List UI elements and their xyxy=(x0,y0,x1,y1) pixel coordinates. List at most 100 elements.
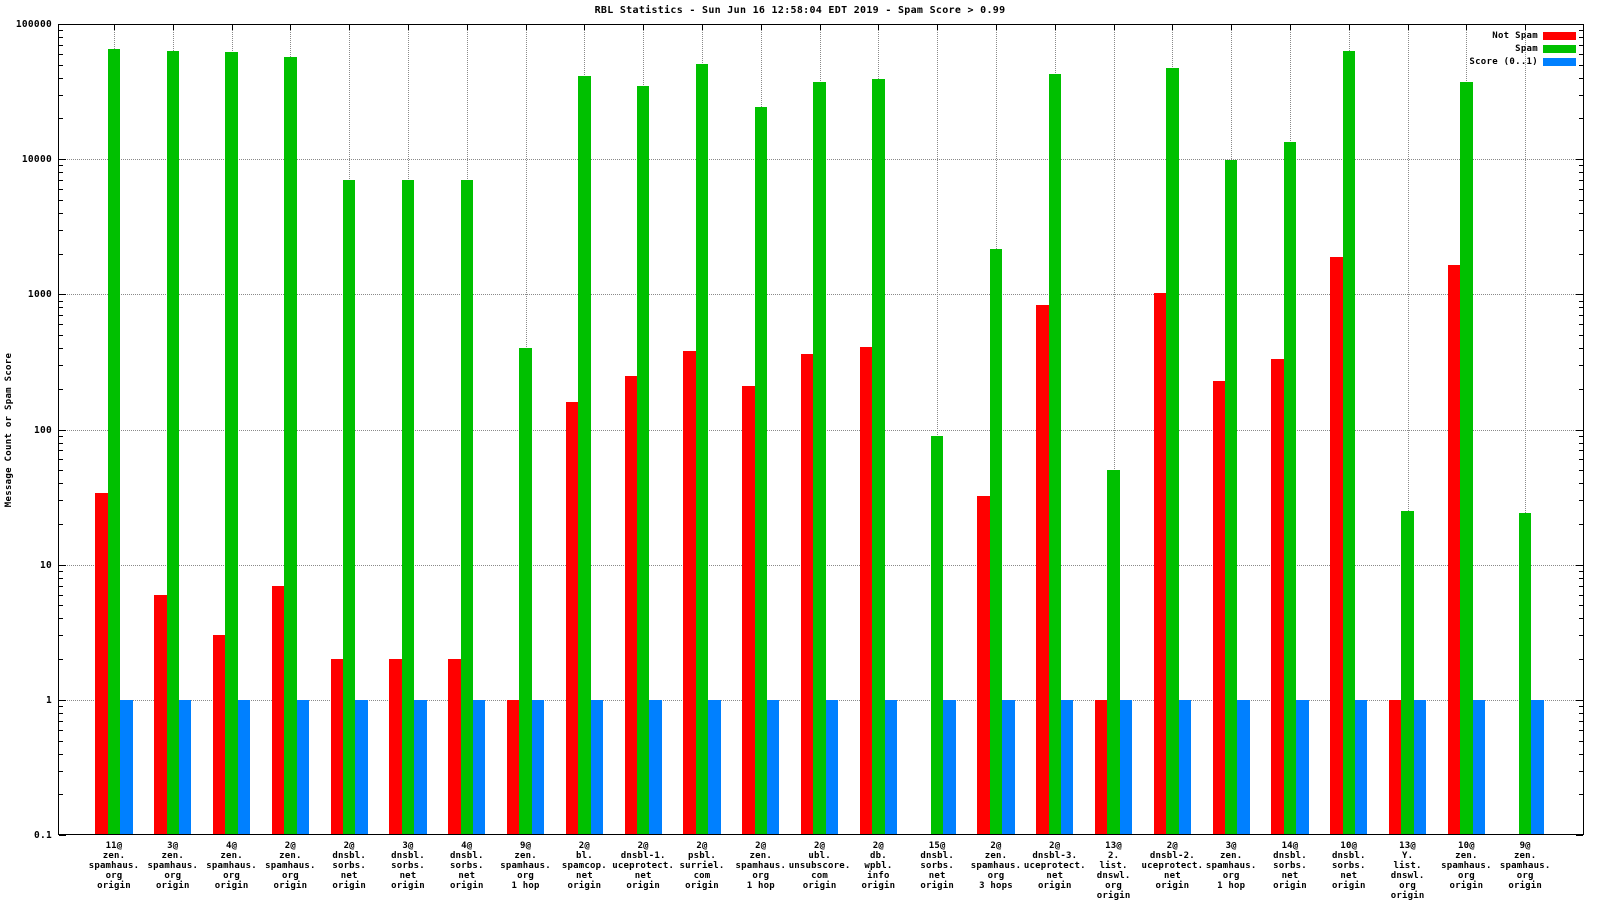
bar-score-0-1 xyxy=(649,699,662,835)
y-minor-tick-right xyxy=(1579,450,1583,452)
y-minor-tick-left xyxy=(59,53,63,55)
bar-spam xyxy=(637,85,650,835)
x-tick-top xyxy=(878,25,880,30)
x-category-label: 2@ zen. spamhaus. org 1 hop xyxy=(735,841,787,891)
y-tick-label: 1000 xyxy=(27,289,52,301)
y-minor-tick-left xyxy=(59,753,63,755)
y-minor-tick-right xyxy=(1579,635,1583,637)
bar-spam xyxy=(931,435,944,835)
bar-spam xyxy=(872,79,885,835)
bar-score-0-1 xyxy=(1061,699,1074,835)
bar-not-spam xyxy=(448,659,461,835)
bar-not-spam xyxy=(624,375,637,835)
y-major-tick-right xyxy=(1576,294,1583,296)
y-tick-label: 100 xyxy=(33,424,52,436)
bar-score-0-1 xyxy=(1002,699,1015,835)
y-minor-tick-left xyxy=(59,172,63,174)
y-minor-tick-right xyxy=(1579,500,1583,502)
y-minor-tick-left xyxy=(59,706,63,708)
y-minor-tick-left xyxy=(59,44,63,46)
y-minor-tick-right xyxy=(1579,189,1583,191)
y-minor-tick-left xyxy=(59,659,63,661)
y-minor-tick-left xyxy=(59,189,63,191)
y-minor-tick-left xyxy=(59,324,63,326)
bar-spam xyxy=(284,56,297,835)
y-minor-tick-right xyxy=(1579,172,1583,174)
x-tick-top xyxy=(1407,25,1409,30)
y-minor-tick-left xyxy=(59,94,63,96)
y-minor-tick-left xyxy=(59,435,63,437)
bar-score-0-1 xyxy=(825,699,839,835)
x-tick-top xyxy=(525,25,527,30)
bar-spam xyxy=(754,106,767,835)
bar-score-0-1 xyxy=(120,699,133,835)
y-minor-tick-right xyxy=(1579,37,1583,39)
y-minor-tick-left xyxy=(59,470,63,472)
y-minor-tick-right xyxy=(1579,180,1583,182)
y-minor-tick-left xyxy=(59,635,63,637)
bar-spam xyxy=(989,249,1003,835)
bar-spam xyxy=(1283,141,1297,835)
bar-spam xyxy=(1401,510,1414,835)
x-category-label: 4@ zen. spamhaus. org origin xyxy=(206,841,257,891)
bar-not-spam xyxy=(1389,699,1402,835)
y-minor-tick-right xyxy=(1579,706,1583,708)
bar-spam xyxy=(1460,82,1473,835)
bar-score-0-1 xyxy=(1413,699,1427,835)
y-minor-tick-right xyxy=(1579,324,1583,326)
y-minor-tick-right xyxy=(1579,44,1583,46)
x-tick-top xyxy=(1525,25,1527,30)
x-tick-top xyxy=(937,25,939,30)
y-minor-tick-right xyxy=(1579,253,1583,255)
y-minor-tick-left xyxy=(59,365,63,366)
x-category-label: 2@ bl. spamcop. net origin xyxy=(561,841,607,891)
y-minor-tick-left xyxy=(59,118,63,120)
bar-not-spam xyxy=(154,594,167,835)
y-tick-label: 100000 xyxy=(15,19,52,30)
x-category-label: 2@ dnsbl. sorbs. net origin xyxy=(332,841,367,891)
x-category-label: 13@ 2. list. dnswl. org origin xyxy=(1096,841,1131,901)
y-minor-tick-left xyxy=(59,77,63,79)
y-minor-tick-right xyxy=(1579,307,1583,309)
bar-score-0-1 xyxy=(1178,699,1191,835)
bar-not-spam xyxy=(1036,304,1049,835)
x-tick-top xyxy=(584,25,586,30)
x-category-label: 3@ dnsbl. sorbs. net origin xyxy=(391,841,425,891)
x-category-label: 10@ zen. spamhaus. org origin xyxy=(1441,841,1492,891)
bar-score-0-1 xyxy=(473,699,486,835)
y-minor-tick-right xyxy=(1579,585,1583,587)
legend-swatch-spam xyxy=(1543,45,1576,53)
y-minor-tick-left xyxy=(59,300,63,302)
y-minor-tick-left xyxy=(59,605,63,607)
y-minor-tick-right xyxy=(1579,720,1583,722)
bar-not-spam xyxy=(213,635,226,835)
y-minor-tick-left xyxy=(59,459,63,461)
y-major-tick-left xyxy=(59,564,66,566)
bar-spam xyxy=(695,63,709,835)
x-category-label: 14@ dnsbl. sorbs. net origin xyxy=(1273,841,1307,891)
x-category-label: 10@ dnsbl. sorbs. net origin xyxy=(1331,841,1366,891)
y-minor-tick-left xyxy=(59,585,63,587)
bar-spam xyxy=(1519,513,1532,835)
legend-swatch-not-spam xyxy=(1543,32,1576,40)
bar-not-spam xyxy=(1271,359,1284,835)
y-minor-tick-right xyxy=(1579,442,1583,444)
y-minor-tick-right xyxy=(1579,77,1583,79)
y-minor-tick-right xyxy=(1579,348,1583,350)
bar-spam xyxy=(1107,470,1120,835)
bar-not-spam xyxy=(271,585,285,835)
x-tick-top xyxy=(819,25,821,30)
y-major-tick-right xyxy=(1576,564,1583,566)
legend-swatch-score-0-1 xyxy=(1543,58,1576,66)
y-minor-tick-right xyxy=(1579,165,1583,167)
y-minor-tick-left xyxy=(59,388,63,390)
y-minor-tick-right xyxy=(1579,315,1583,317)
bar-not-spam xyxy=(507,699,520,835)
x-category-label: 2@ dnsbl-3. uceprotect. net origin xyxy=(1023,841,1086,891)
bar-score-0-1 xyxy=(237,699,251,835)
x-category-label: 3@ zen. spamhaus. org 1 hop xyxy=(1205,841,1257,891)
bar-not-spam xyxy=(565,401,579,835)
bar-score-0-1 xyxy=(414,699,427,835)
x-tick-top xyxy=(114,25,115,30)
x-category-label: 2@ ubl. unsubscore. com origin xyxy=(788,841,851,891)
